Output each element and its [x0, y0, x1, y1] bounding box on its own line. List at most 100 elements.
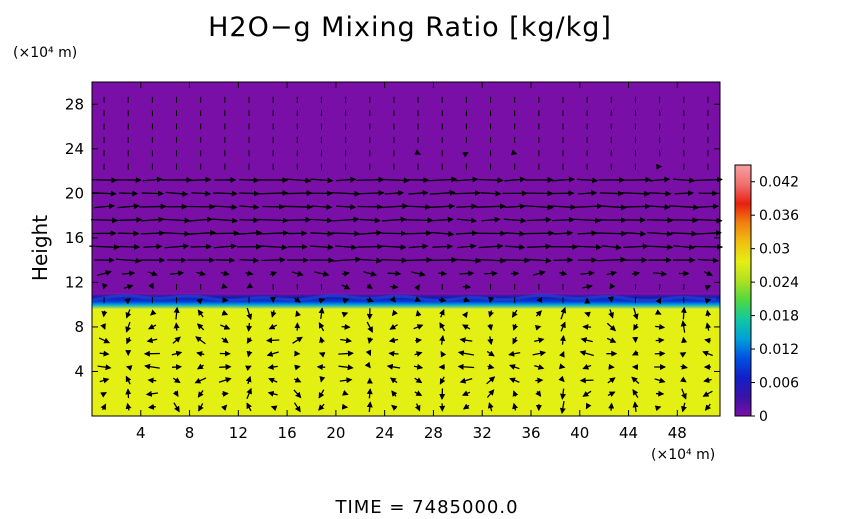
- wind-arrow: [189, 216, 213, 223]
- wind-arrow: [463, 296, 471, 303]
- wind-arrow: [704, 284, 712, 291]
- wind-arrow: [148, 403, 156, 410]
- colorbar-tick-label: 0.006: [759, 376, 799, 392]
- wind-arrow: [124, 298, 131, 305]
- wind-arrow: [141, 216, 165, 223]
- wind-arrow: [268, 377, 278, 384]
- wind-arrow: [673, 244, 696, 251]
- wind-arrow: [607, 391, 616, 397]
- wind-arrow: [335, 203, 357, 210]
- wind-arrow: [457, 363, 475, 370]
- y-tick-label: 28: [65, 95, 84, 113]
- wind-arrow: [552, 216, 575, 223]
- colorbar-tick-label: 0.03: [759, 242, 790, 258]
- wind-arrow: [703, 270, 713, 277]
- wind-arrow: [196, 351, 205, 357]
- plot-frame: [91, 81, 721, 417]
- wind-arrow: [355, 176, 385, 183]
- wind-arrow: [147, 323, 157, 330]
- wind-arrow: [212, 190, 238, 197]
- wind-arrow: [318, 297, 326, 304]
- wind-arrow: [646, 244, 674, 251]
- wind-arrow: [487, 336, 494, 346]
- wind-arrow: [462, 151, 469, 158]
- wind-arrow: [379, 177, 410, 184]
- wind-arrow: [455, 230, 478, 237]
- wind-arrow: [457, 350, 475, 357]
- wind-arrow: [499, 257, 531, 264]
- wind-arrow: [169, 270, 185, 277]
- wind-arrow: [100, 392, 107, 398]
- upper-layer: [92, 82, 720, 294]
- wind-arrow: [338, 364, 354, 371]
- wind-arrow: [142, 176, 163, 183]
- wind-arrow: [318, 307, 325, 319]
- wind-arrow: [459, 377, 473, 384]
- wind-arrow: [318, 352, 326, 358]
- wind-arrow: [509, 377, 520, 384]
- wind-arrow: [504, 230, 526, 237]
- wind-arrow: [363, 271, 378, 277]
- wind-arrow: [220, 404, 228, 411]
- colorbar-tick-label: 0.036: [759, 208, 799, 224]
- wind-arrow: [99, 377, 110, 384]
- wind-arrow: [459, 337, 473, 344]
- heatmap-field: [91, 82, 720, 416]
- wind-arrow: [221, 283, 228, 289]
- wind-arrow: [440, 350, 447, 358]
- wind-arrow: [367, 337, 374, 344]
- wind-arrow: [115, 216, 143, 223]
- wind-arrow: [697, 257, 719, 264]
- wind-arrow: [478, 177, 504, 184]
- wind-arrow: [606, 270, 618, 277]
- wind-arrow: [122, 270, 136, 277]
- wind-arrow: [141, 190, 164, 197]
- wind-arrow: [413, 324, 424, 330]
- wind-arrow: [294, 296, 302, 303]
- wind-arrow: [702, 390, 713, 397]
- x-tick-label: 20: [326, 424, 345, 442]
- wind-arrow: [574, 217, 602, 224]
- x-tick-label: 48: [668, 424, 687, 442]
- wind-arrow: [703, 377, 712, 384]
- wind-arrow: [331, 230, 361, 237]
- wind-arrow: [123, 284, 134, 290]
- wind-arrow: [461, 390, 471, 397]
- wind-arrow: [580, 270, 595, 277]
- wind-arrow: [196, 323, 205, 331]
- wind-arrow: [455, 176, 479, 183]
- wind-arrow: [139, 203, 167, 210]
- wind-arrow: [358, 257, 383, 264]
- x-tick-label: 8: [185, 424, 195, 442]
- wind-arrow: [510, 149, 518, 156]
- wind-arrow: [380, 203, 409, 210]
- wind-arrow: [295, 310, 301, 317]
- wind-arrow: [310, 177, 334, 184]
- wind-arrow: [488, 310, 494, 318]
- wind-arrow: [679, 352, 687, 358]
- wind-arrow: [461, 311, 468, 319]
- wind-arrow: [525, 204, 554, 211]
- wind-arrow: [415, 309, 422, 317]
- wind-arrow: [577, 177, 599, 184]
- wind-arrow: [213, 243, 237, 250]
- x-tick-label: 28: [424, 424, 443, 442]
- wind-arrow: [432, 243, 454, 250]
- wind-arrow: [633, 323, 639, 331]
- wind-arrow: [680, 306, 687, 320]
- wind-arrow: [527, 243, 552, 250]
- wind-arrow: [165, 190, 189, 197]
- wind-arrow: [267, 363, 278, 370]
- wind-arrow: [457, 243, 477, 250]
- wind-arrow: [487, 323, 494, 331]
- wind-arrow: [632, 401, 639, 412]
- wind-arrow: [146, 337, 158, 344]
- wind-arrow: [221, 309, 229, 316]
- wind-arrow: [704, 403, 711, 411]
- wind-arrow: [558, 363, 566, 370]
- wind-arrow: [220, 270, 230, 277]
- wind-arrow: [439, 322, 446, 332]
- wind-arrow: [195, 336, 206, 345]
- wind-arrow: [239, 204, 260, 211]
